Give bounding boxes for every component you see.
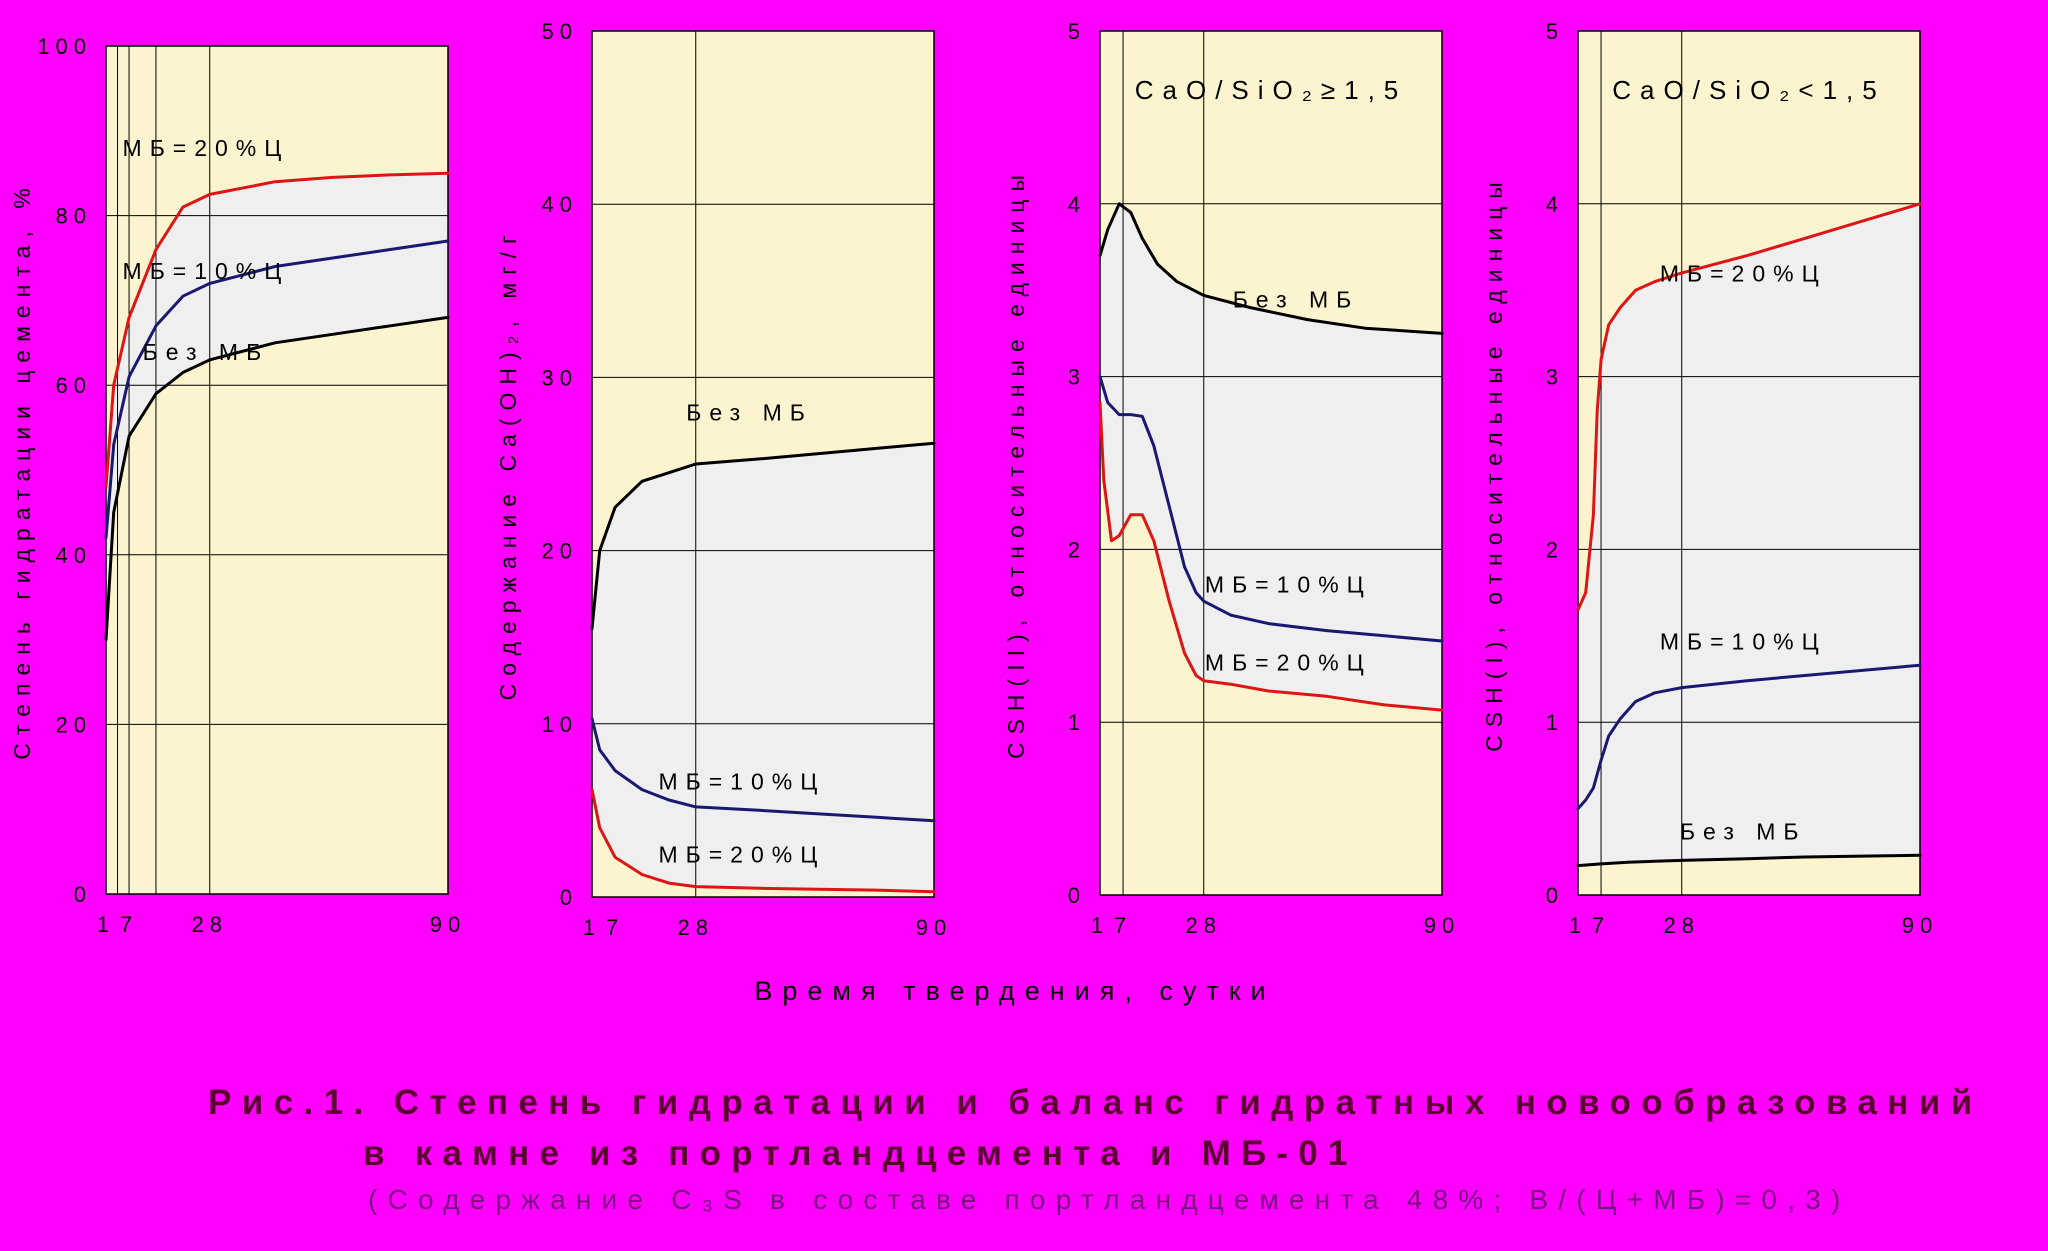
series-label: МБ=20%Ц: [1660, 261, 1827, 287]
y-tick-label: 2: [1546, 537, 1564, 562]
series-label: МБ=10%Ц: [1660, 629, 1827, 655]
y-tick-label: 10: [542, 712, 578, 737]
series-line: [1576, 202, 1922, 612]
series-band: [592, 443, 934, 892]
x-tick-label: 7: [606, 915, 624, 940]
x-tick-label: 28: [192, 912, 228, 937]
y-tick-label: 4: [1546, 192, 1564, 217]
y-axis-label: CSH(II), относительные единицы: [1003, 167, 1029, 759]
series-line: [590, 717, 936, 823]
figure-caption-title: Рис.1. Степень гидратации и баланс гидра…: [208, 1083, 1983, 1122]
y-tick-label: 4: [1068, 192, 1086, 217]
y-tick-label: 80: [56, 204, 92, 229]
inner-annotation: CaO/SiO₂≥1,5: [1135, 75, 1408, 105]
inner-annotation: CaO/SiO₂<1,5: [1612, 75, 1885, 105]
series-line: [104, 171, 450, 489]
series-band: [106, 173, 448, 640]
y-tick-label: 40: [542, 192, 578, 217]
series-line: [104, 239, 450, 540]
x-tick-label: 1: [1091, 913, 1109, 938]
series-label: Без МБ: [686, 400, 813, 426]
plot-area: [106, 46, 448, 894]
x-tick-label: 7: [120, 912, 138, 937]
y-tick-label: 50: [542, 19, 578, 44]
series-label: МБ=10%Ц: [123, 258, 290, 284]
chart-panel-2: Без МБ МБ=10%Ц МБ=20%Ц 0 10 20 30 40 50 1 7 28 90 Сод…: [495, 19, 952, 940]
series-line: [590, 788, 936, 894]
y-tick-label: 3: [1068, 365, 1086, 390]
x-tick-label: 1: [583, 915, 601, 940]
y-tick-label: 5: [1068, 19, 1086, 44]
series-line: [590, 441, 936, 630]
x-tick-label: 7: [1114, 913, 1132, 938]
x-tick-label: 28: [678, 915, 714, 940]
x-axis-label: Время твердения, сутки: [754, 976, 1275, 1006]
y-tick-label: 5: [1546, 19, 1564, 44]
y-axis-label: Степень гидратации цемента, %: [9, 180, 35, 759]
y-tick-label: 1: [1546, 710, 1564, 735]
figure-caption-note: (Содержание C₃S в составе портландцемент…: [368, 1184, 1851, 1215]
figure-caption-title-line2: в камне из портландцемента и МБ-01: [363, 1134, 1358, 1173]
y-tick-label: 0: [74, 882, 92, 907]
x-tick-label: 7: [1592, 913, 1610, 938]
series-label: Без МБ: [1680, 819, 1807, 845]
y-axis-label: CSH(I), относительные единицы: [1481, 174, 1507, 752]
series-band: [1100, 204, 1442, 711]
plot-frame: [1577, 30, 1921, 896]
y-tick-label: 2: [1068, 537, 1086, 562]
y-axis-label: Содержание Ca(OH)₂, мг/г: [495, 228, 521, 701]
x-tick-label: 90: [1902, 913, 1938, 938]
x-tick-label: 1: [97, 912, 115, 937]
y-tick-label: 0: [560, 885, 578, 910]
series-label: Без МБ: [143, 339, 270, 365]
y-tick-label: 3: [1546, 365, 1564, 390]
series-band: [1578, 203, 1920, 866]
y-tick-label: 30: [542, 365, 578, 390]
series-label: МБ=10%Ц: [658, 769, 825, 795]
series-label: Без МБ: [1233, 286, 1360, 312]
y-tick-label: 20: [56, 712, 92, 737]
y-tick-label: 1: [1068, 710, 1086, 735]
series-line: [1098, 401, 1444, 712]
x-tick-label: 90: [1424, 913, 1460, 938]
x-tick-label: 90: [430, 912, 466, 937]
series-line: [1098, 202, 1444, 335]
series-label: МБ=20%Ц: [1205, 649, 1372, 675]
x-tick-label: 28: [1186, 913, 1222, 938]
series-line: [1576, 663, 1922, 811]
y-tick-label: 0: [1546, 883, 1564, 908]
series-line: [1576, 853, 1922, 868]
x-tick-label: 1: [1569, 913, 1587, 938]
y-tick-label: 100: [37, 34, 92, 59]
series-label: МБ=20%Ц: [123, 135, 290, 161]
series-line: [104, 315, 450, 642]
plot-frame: [1099, 30, 1443, 896]
plot-frame: [591, 30, 935, 898]
y-tick-label: 40: [56, 543, 92, 568]
series-line: [1098, 375, 1444, 643]
x-tick-label: 90: [916, 915, 952, 940]
series-label: МБ=20%Ц: [658, 841, 825, 867]
y-tick-label: 20: [542, 539, 578, 564]
chart-panel-1: МБ=20%Ц МБ=10%Ц Без МБ 0 20 40 60 80 100 1 7 28 90 Ст…: [9, 34, 466, 937]
x-tick-label: 28: [1664, 913, 1700, 938]
y-tick-label: 0: [1068, 883, 1086, 908]
y-tick-label: 60: [56, 373, 92, 398]
series-label: МБ=10%Ц: [1205, 572, 1372, 598]
